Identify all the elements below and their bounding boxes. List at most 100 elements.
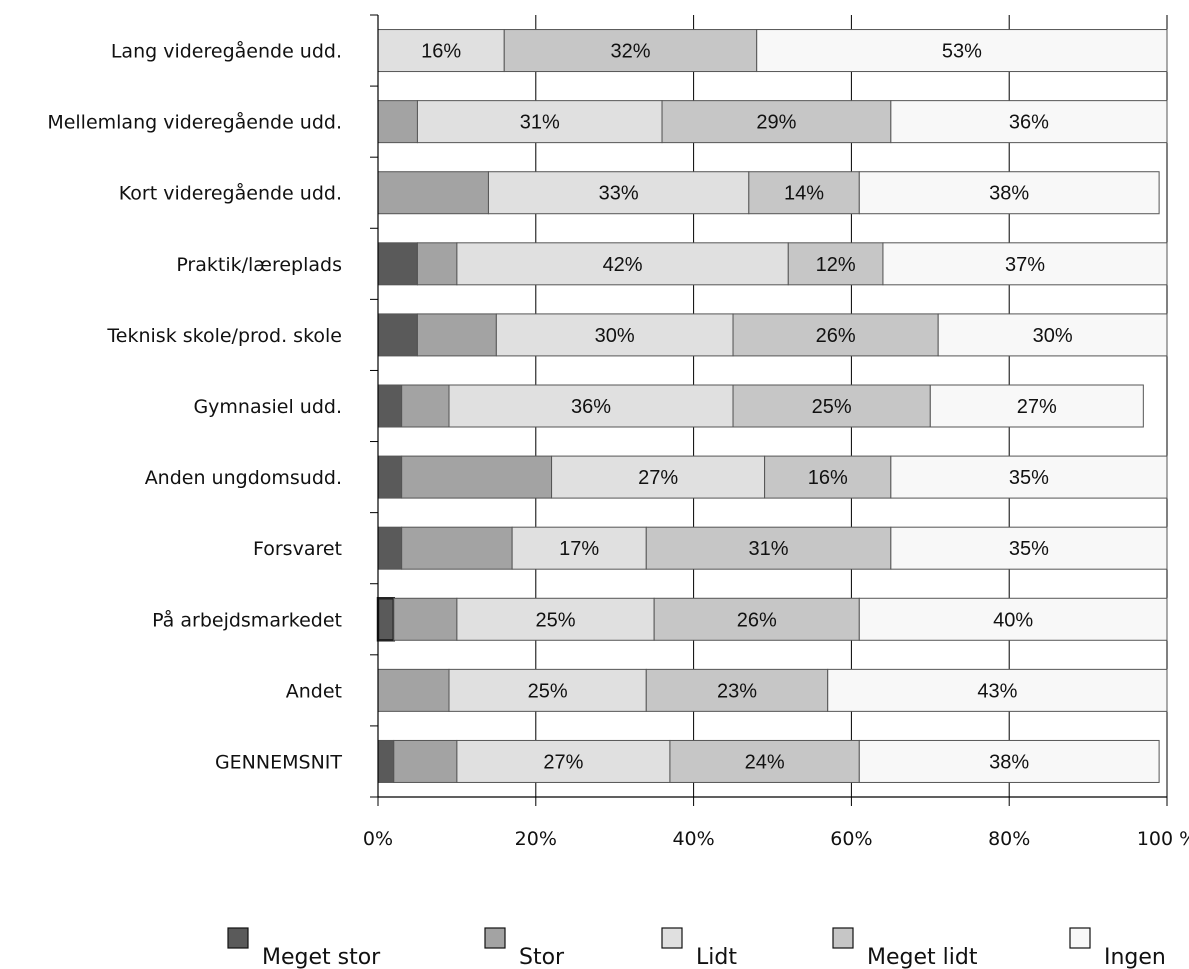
legend-label: Stor <box>519 945 565 969</box>
bar-segment <box>393 597 458 641</box>
bar-segment <box>401 384 450 428</box>
bar-segment <box>890 100 1168 144</box>
legend-swatch <box>484 927 506 949</box>
data-label: 16% <box>808 467 848 489</box>
data-label: 27% <box>638 467 678 489</box>
category-label: Gymnasiel udd. <box>193 396 342 418</box>
data-label: 12% <box>816 254 856 276</box>
x-tick-label: 60% <box>830 828 872 850</box>
data-label: 17% <box>559 538 599 560</box>
bar-segment <box>377 384 403 428</box>
data-label: 25% <box>536 609 576 631</box>
bar-segment <box>645 668 829 712</box>
data-label: 43% <box>977 680 1017 702</box>
data-label: 38% <box>989 751 1029 773</box>
bar-segment <box>669 739 860 783</box>
data-label: 27% <box>543 751 583 773</box>
bar-segment <box>416 313 497 357</box>
x-tick-label: 0% <box>363 828 393 850</box>
data-label: 31% <box>749 538 789 560</box>
legend-swatch <box>227 927 249 949</box>
category-label: Kort videregående udd. <box>119 182 342 205</box>
bar-segment <box>551 455 766 499</box>
data-label: 53% <box>942 41 982 63</box>
category-label: GENNEMSNIT <box>215 751 342 773</box>
bar-segment <box>377 668 450 712</box>
bar-segment <box>416 242 458 286</box>
category-label: Teknisk skole/prod. skole <box>106 325 342 347</box>
legend-label: Ingen <box>1104 945 1166 969</box>
data-label: 27% <box>1017 396 1057 418</box>
data-label: 35% <box>1009 538 1049 560</box>
data-label: 29% <box>756 112 796 134</box>
data-label: 26% <box>816 325 856 347</box>
bar-segment <box>858 739 1160 783</box>
data-label: 36% <box>571 396 611 418</box>
bar-segment <box>890 526 1168 570</box>
data-label: 31% <box>520 112 560 134</box>
data-label: 32% <box>610 41 650 63</box>
category-label: Praktik/læreplads <box>176 254 342 276</box>
bar-segment <box>456 242 789 286</box>
legend-swatch <box>1069 927 1091 949</box>
bar-segment <box>377 526 403 570</box>
bar-segment <box>377 100 418 144</box>
legend-label: Meget stor <box>262 945 381 969</box>
bar-segment <box>858 597 1168 641</box>
category-label: Andet <box>286 680 342 702</box>
bar-segment <box>890 455 1168 499</box>
data-label: 25% <box>528 680 568 702</box>
data-label: 14% <box>784 183 824 205</box>
legend: Meget stor Stor Lidt Meget lidt Ingen <box>227 927 1166 969</box>
axes: 0% 20% 40% 60% 80% 100 % <box>363 14 1189 850</box>
category-labels: Lang videregående udd. Mellemlang videreg… <box>47 40 342 774</box>
bar-segment <box>653 597 860 641</box>
legend-swatch <box>661 927 683 949</box>
bar-segment <box>401 526 513 570</box>
category-label: Anden ungdomsudd. <box>145 467 342 489</box>
bar-segment <box>393 739 458 783</box>
category-label: På arbejdsmarkedet <box>152 608 342 631</box>
x-tick-label: 20% <box>515 828 557 850</box>
bar-segment <box>882 242 1168 286</box>
bar-segment <box>487 171 750 215</box>
bar-segment <box>401 455 553 499</box>
bar-segment <box>937 313 1168 357</box>
x-tick-label: 100 % <box>1137 828 1189 850</box>
data-label: 38% <box>989 183 1029 205</box>
bar-segment <box>377 29 505 73</box>
data-label: 36% <box>1009 112 1049 134</box>
data-labels: 16% 32% 53% 31% 29% 36% 33% 14% 38% 42% 12% 37% 30% 2… <box>421 41 1073 774</box>
x-tick-label: 40% <box>672 828 714 850</box>
data-label: 25% <box>812 396 852 418</box>
bar-segment <box>732 384 931 428</box>
bar-segment <box>748 171 860 215</box>
data-label: 37% <box>1005 254 1045 276</box>
bar-segment <box>377 313 418 357</box>
bar-segment <box>376 597 396 642</box>
bar-segment <box>377 455 403 499</box>
data-label: 24% <box>745 751 785 773</box>
bars <box>376 29 1168 783</box>
bar-segment <box>756 29 1168 73</box>
data-label: 16% <box>421 41 461 63</box>
legend-label: Lidt <box>696 945 737 969</box>
data-label: 26% <box>737 609 777 631</box>
bar-segment <box>456 597 655 641</box>
bar-segment <box>448 668 647 712</box>
bar-segment <box>661 100 892 144</box>
bar-segment <box>377 739 395 783</box>
bar-segment <box>377 242 418 286</box>
data-label: 42% <box>603 254 643 276</box>
data-label: 23% <box>717 680 757 702</box>
x-tick-label: 80% <box>988 828 1030 850</box>
bar-segment <box>416 100 663 144</box>
bar-segment <box>827 668 1168 712</box>
bar-segment <box>448 384 734 428</box>
data-label: 30% <box>1033 325 1073 347</box>
bar-segment <box>377 171 489 215</box>
legend-label: Meget lidt <box>867 945 978 969</box>
bar-segment <box>858 171 1160 215</box>
data-label: 40% <box>993 609 1033 631</box>
bar-segment <box>929 384 1144 428</box>
